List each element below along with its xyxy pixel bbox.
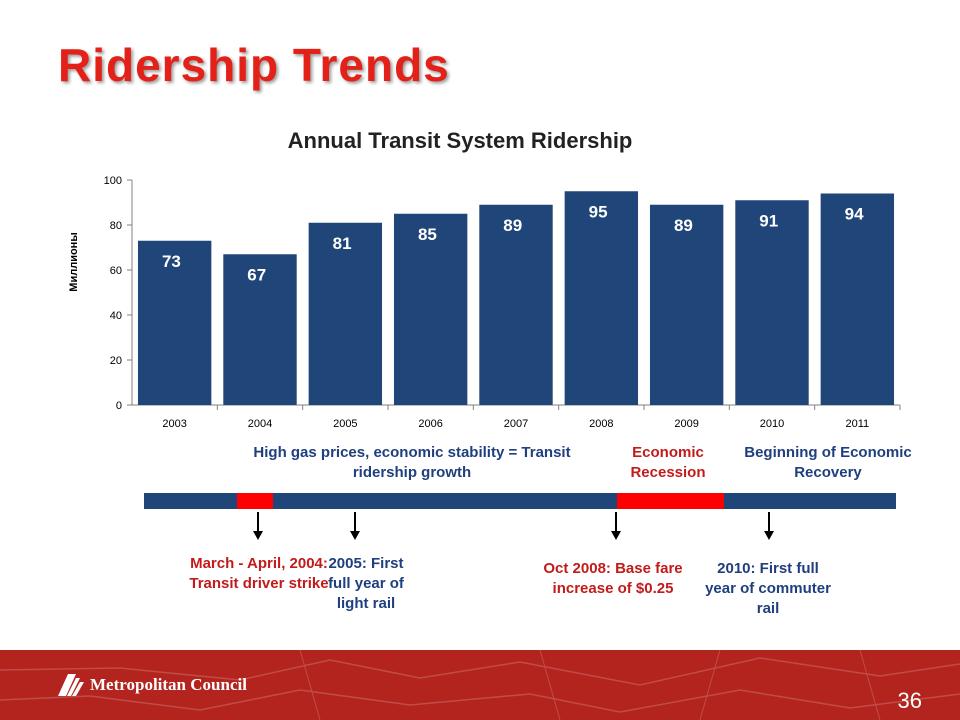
slide-title: Ridership Trends: [58, 39, 450, 91]
y-tick-label: 0: [116, 400, 122, 412]
footer-band: [0, 650, 960, 720]
event-strike-label: March - April, 2004: Transit driver stri…: [189, 555, 329, 592]
data-label: 81: [333, 234, 352, 253]
x-tick-label: 2004: [248, 418, 272, 430]
bar: [223, 254, 297, 405]
data-label: 67: [247, 265, 266, 284]
data-label: 73: [162, 252, 181, 271]
data-label: 85: [418, 225, 437, 244]
bar: [308, 222, 383, 405]
bar: [479, 204, 553, 405]
bar: [393, 213, 468, 405]
event-light-rail-label: 2005: First full year of light rail: [328, 555, 404, 612]
x-tick-label: 2011: [846, 418, 870, 430]
phase-growth-label: High gas prices, economic stability = Tr…: [253, 444, 571, 481]
event-arrow-commuter-rail: [764, 512, 774, 540]
data-label: 94: [845, 205, 864, 224]
event-fare-label: Oct 2008: Base fare increase of $0.25: [543, 560, 683, 597]
x-tick-label: 2007: [504, 418, 528, 430]
timeline-strike-segment: [237, 493, 273, 509]
data-label: 89: [674, 216, 693, 235]
y-tick-label: 20: [110, 355, 122, 367]
bar: [820, 193, 895, 405]
event-arrow-fare: [611, 512, 621, 540]
x-tick-label: 2010: [760, 418, 784, 430]
logo-text: Metropolitan Council: [90, 675, 247, 694]
x-tick-label: 2006: [418, 418, 442, 430]
event-arrow-light-rail: [350, 512, 360, 540]
x-tick-label: 2003: [162, 418, 186, 430]
bar: [649, 204, 724, 405]
bar: [735, 200, 809, 405]
metropolitan-council-logo: Metropolitan Council: [58, 674, 247, 696]
map-texture: [0, 650, 960, 720]
bar-chart: 0 20 40 60 80 100 73 2003 67 2004 81 2005 85 2006 89 20…: [104, 175, 901, 430]
event-commuter-rail-label: 2010: First full year of commuter rail: [705, 560, 831, 617]
phase-recovery-label: Beginning of Economic Recovery: [744, 444, 912, 481]
x-tick-label: 2009: [674, 418, 698, 430]
data-label: 91: [759, 211, 778, 230]
x-tick-label: 2005: [333, 418, 357, 430]
bar: [137, 240, 212, 405]
y-tick-label: 80: [110, 220, 122, 232]
data-label: 95: [589, 202, 608, 221]
y-tick-label: 100: [104, 175, 122, 187]
timeline: [144, 493, 896, 540]
y-tick-label: 40: [110, 310, 122, 322]
logo-mark-icon: [58, 674, 84, 696]
phase-recession-label: Economic Recession: [630, 444, 706, 481]
chart-title: Annual Transit System Ridership: [287, 128, 633, 153]
event-arrow-strike: [253, 512, 263, 540]
x-tick-label: 2008: [589, 418, 613, 430]
timeline-recession-segment: [617, 493, 724, 509]
page-number: 36: [897, 688, 922, 713]
bar: [564, 191, 639, 405]
y-tick-label: 60: [110, 265, 122, 277]
data-label: 89: [503, 216, 522, 235]
